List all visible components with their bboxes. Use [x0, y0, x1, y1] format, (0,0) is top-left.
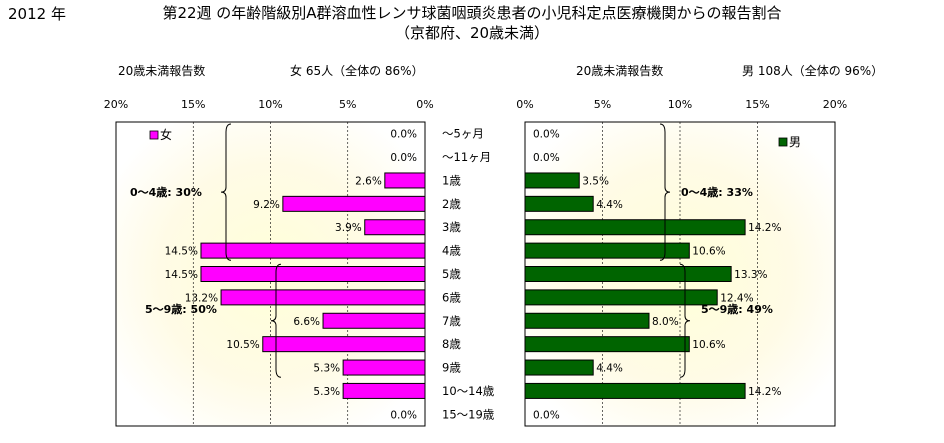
male-data-label: 4.4%	[596, 363, 623, 375]
male-plot: 0% 5% 10% 15% 20% 0.0% 0.0% 3.5% 4.4% 14.2% 10.6% 1…	[516, 98, 847, 427]
male-x-tick-label: 10%	[668, 98, 692, 111]
male-bar	[524, 172, 580, 189]
female-data-label: 0.0%	[390, 129, 417, 141]
category-label: 9歳	[442, 361, 461, 375]
category-label: 8歳	[442, 337, 461, 351]
annotations: 0～4歳: 30% 5～9歳: 50% 0～4歳: 33% 5～9歳: 49%	[130, 123, 773, 378]
female-5-9-brace	[270, 263, 282, 378]
female-bar	[342, 382, 426, 399]
female-0-4-annotation: 0～4歳: 30%	[130, 185, 202, 199]
chart-title-line1: 第22週 の年齢階級別A群溶血性レンサ球菌咽頭炎患者の小児科定点医療機関からの報…	[162, 4, 782, 22]
male-data-label: 12.4%	[720, 292, 753, 304]
male-data-label: 13.3%	[734, 269, 767, 281]
male-data-label: 0.0%	[533, 409, 560, 421]
male-bar	[524, 359, 594, 376]
category-label: 7歳	[442, 314, 461, 328]
male-legend-label: 男	[789, 135, 801, 149]
male-data-label: 4.4%	[596, 199, 623, 211]
male-0-4-brace	[659, 123, 671, 261]
female-bar	[200, 266, 426, 282]
male-bar	[524, 242, 690, 259]
female-bar	[200, 242, 426, 259]
female-bar	[364, 219, 426, 236]
male-bar	[524, 266, 732, 282]
category-label: 1歳	[442, 173, 461, 187]
male-bar	[524, 336, 690, 353]
right-subtitle-count: 男 108人（全体の 96%）	[742, 64, 884, 78]
left-subtitle-count: 女 65人（全体の 86%）	[290, 64, 424, 78]
female-bar	[220, 289, 426, 306]
female-legend-swatch	[149, 130, 159, 140]
female-x-tick-label: 15%	[181, 98, 205, 111]
male-x-tick-label: 0%	[516, 98, 533, 111]
female-legend: 女	[149, 127, 172, 142]
male-data-label: 0.0%	[533, 152, 560, 164]
male-5-9-annotation: 5～9歳: 49%	[701, 302, 773, 316]
male-data-label: 0.0%	[533, 129, 560, 141]
male-bar	[524, 382, 746, 399]
male-bar	[524, 195, 594, 212]
female-x-tick-label: 20%	[104, 98, 128, 111]
female-x-tick-label: 0%	[416, 98, 433, 111]
male-x-tick-label: 20%	[823, 98, 847, 111]
male-data-label: 10.6%	[692, 246, 725, 258]
female-bar	[322, 312, 426, 329]
male-legend: 男	[778, 135, 801, 149]
male-5-9-brace	[679, 263, 691, 378]
female-data-label: 0.0%	[390, 409, 417, 421]
right-subtitle-label: 20歳未満報告数	[576, 64, 664, 78]
female-bar	[262, 336, 426, 353]
female-data-label: 14.5%	[165, 246, 198, 258]
female-data-label: 2.6%	[355, 175, 382, 187]
female-legend-label: 女	[160, 127, 172, 142]
male-bar	[524, 312, 650, 329]
category-label: 3歳	[442, 220, 461, 234]
female-data-label: 0.0%	[390, 152, 417, 164]
female-data-label: 5.3%	[313, 363, 340, 375]
male-data-label: 3.5%	[582, 175, 609, 187]
left-subtitle-label: 20歳未満報告数	[118, 64, 206, 78]
female-5-9-annotation: 5～9歳: 50%	[145, 302, 217, 316]
male-data-label: 10.6%	[692, 339, 725, 351]
female-data-label: 5.3%	[313, 386, 340, 398]
female-data-label: 10.5%	[226, 339, 259, 351]
female-data-label: 6.6%	[293, 316, 320, 328]
male-data-label: 14.2%	[748, 386, 781, 398]
category-labels: ～5ヶ月 ～11ヶ月 1歳 2歳 3歳 4歳 5歳 6歳 7歳 8歳 9歳 10～14歳 15～19歳	[442, 127, 495, 422]
male-legend-swatch	[778, 137, 788, 147]
male-bar	[524, 289, 718, 306]
female-data-label: 14.5%	[165, 269, 198, 281]
category-label: 4歳	[442, 244, 461, 258]
year-label: 2012 年	[8, 5, 66, 23]
male-x-tick-label: 15%	[745, 98, 769, 111]
female-plot: 0% 5% 10% 15% 20% 0.0% 0.0% 2.6% 9.2% 3.9% 14.5% 14…	[104, 98, 434, 427]
category-label: 6歳	[442, 290, 461, 304]
chart-title-line2: （京都府、20歳未満）	[394, 24, 550, 42]
female-bar	[282, 195, 426, 212]
chart-title: 第22週 の年齢階級別A群溶血性レンサ球菌咽頭炎患者の小児科定点医療機関からの報…	[0, 3, 944, 43]
female-bar	[342, 359, 426, 376]
category-label: ～11ヶ月	[442, 150, 491, 164]
male-0-4-annotation: 0～4歳: 33%	[681, 185, 753, 199]
male-data-label: 8.0%	[652, 316, 679, 328]
female-x-tick-label: 10%	[258, 98, 282, 111]
male-x-tick-label: 5%	[594, 98, 611, 111]
female-bar	[384, 172, 426, 189]
male-data-label: 14.2%	[748, 222, 781, 234]
category-label: 5歳	[442, 267, 461, 281]
female-0-4-brace	[220, 123, 232, 261]
category-label: 15～19歳	[442, 407, 495, 421]
female-x-tick-label: 5%	[339, 98, 356, 111]
male-bar	[524, 219, 746, 236]
category-label: 2歳	[442, 197, 461, 211]
female-data-label: 9.2%	[253, 199, 280, 211]
category-label: ～5ヶ月	[442, 127, 484, 141]
female-data-label: 3.9%	[335, 222, 362, 234]
category-label: 10～14歳	[442, 384, 495, 398]
female-data-label: 13.2%	[185, 292, 218, 304]
